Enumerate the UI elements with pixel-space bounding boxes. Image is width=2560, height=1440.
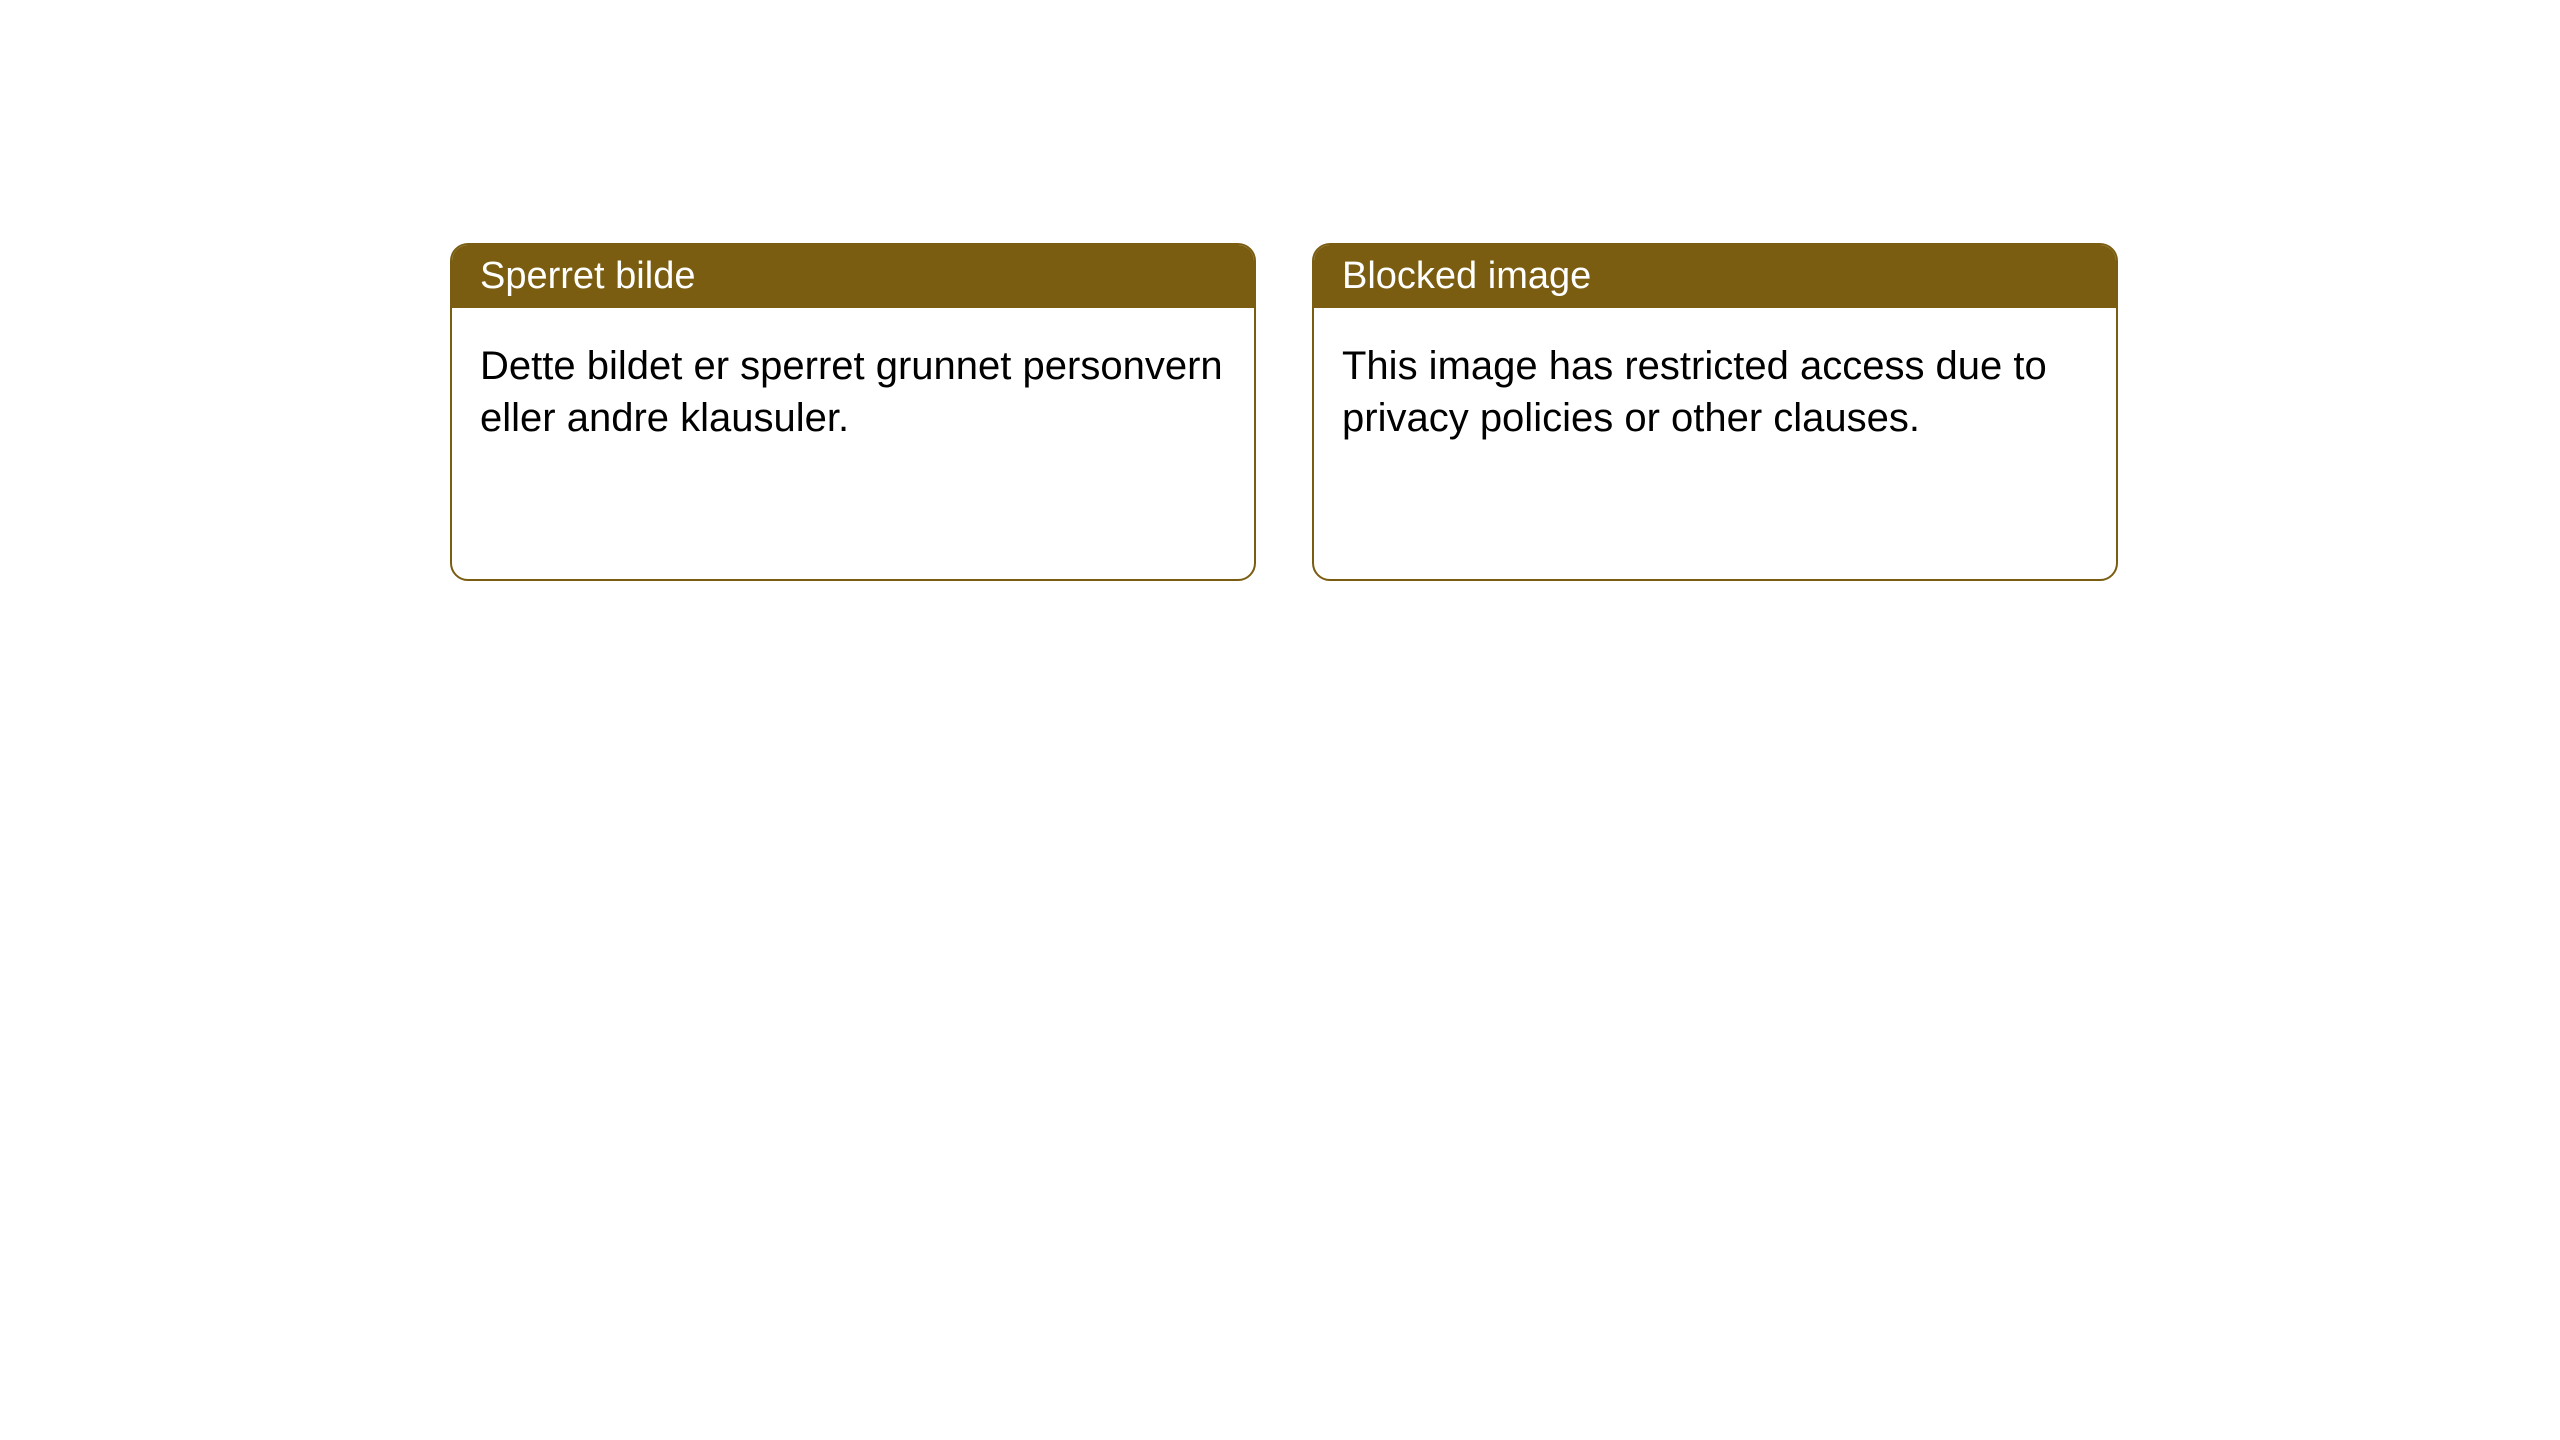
notice-container: Sperret bilde Dette bildet er sperret gr… (0, 0, 2560, 581)
card-body: Dette bildet er sperret grunnet personve… (452, 308, 1254, 476)
card-body-text: This image has restricted access due to … (1342, 344, 2047, 440)
notice-card-english: Blocked image This image has restricted … (1312, 243, 2118, 581)
card-body-text: Dette bildet er sperret grunnet personve… (480, 344, 1223, 440)
card-body: This image has restricted access due to … (1314, 308, 2116, 476)
notice-card-norwegian: Sperret bilde Dette bildet er sperret gr… (450, 243, 1256, 581)
card-title: Sperret bilde (480, 255, 695, 297)
card-header: Sperret bilde (452, 245, 1254, 308)
card-title: Blocked image (1342, 255, 1591, 297)
card-header: Blocked image (1314, 245, 2116, 308)
